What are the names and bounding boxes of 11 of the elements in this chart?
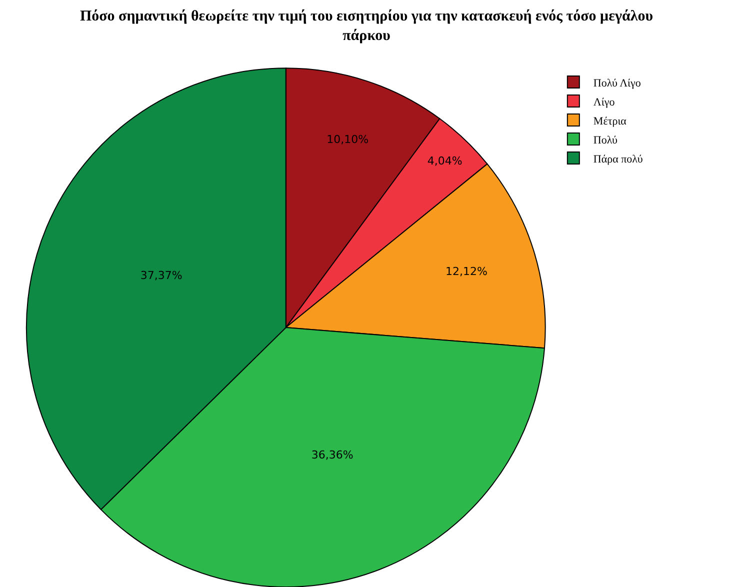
legend-label: Πολύ Λίγο [593, 77, 642, 90]
data-label: 4,04% [427, 154, 462, 168]
data-label: 37,37% [140, 268, 182, 282]
legend-label: Πάρα πολύ [593, 153, 644, 166]
data-label: 36,36% [311, 448, 354, 462]
data-label: 10,10% [326, 133, 369, 146]
legend-label: Λίγο [593, 96, 616, 108]
chart-title: Πόσο σημαντική θεωρείτε την τιμή του εισητηρίου για την κατασκευή ενός τόσο μεγάλου πάρκου [80, 8, 654, 44]
legend-label: Πολύ [593, 134, 618, 146]
data-label: 12,12% [446, 264, 488, 278]
legend-label: Μέτρια [593, 115, 627, 128]
